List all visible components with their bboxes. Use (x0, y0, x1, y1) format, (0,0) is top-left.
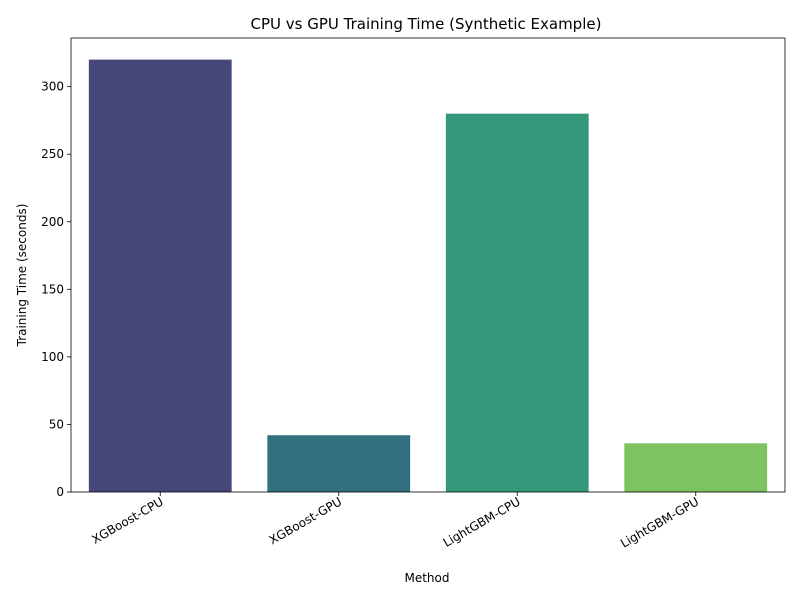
bar-lightgbm-cpu (445, 113, 589, 493)
y-tick-label: 250 (41, 147, 64, 161)
chart-title: CPU vs GPU Training Time (Synthetic Exam… (251, 15, 602, 33)
x-tick-label: LightGBM-GPU (618, 494, 701, 550)
x-tick-label: XGBoost-CPU (89, 494, 165, 546)
x-axis: XGBoost-CPU XGBoost-GPU LightGBM-CPU LightG… (89, 492, 701, 551)
x-tick-label: XGBoost-GPU (267, 494, 345, 547)
bars-group (88, 59, 768, 493)
y-tick-label: 200 (41, 215, 64, 229)
x-axis-label: Method (404, 571, 449, 585)
plot-frame (70, 37, 786, 493)
y-tick-label: 300 (41, 80, 64, 94)
y-tick-label: 50 (49, 417, 64, 431)
y-tick-label: 100 (41, 350, 64, 364)
y-tick-label: 0 (56, 485, 64, 499)
bar-xgboost-cpu (88, 59, 232, 492)
y-tick-label: 150 (41, 282, 64, 296)
bar-lightgbm-gpu (624, 443, 768, 492)
x-tick-label: LightGBM-CPU (441, 494, 523, 549)
y-axis-label: Training Time (seconds) (15, 204, 29, 348)
y-axis: 0 50 100 150 200 250 300 (41, 80, 71, 499)
bar-xgboost-gpu (267, 435, 411, 492)
